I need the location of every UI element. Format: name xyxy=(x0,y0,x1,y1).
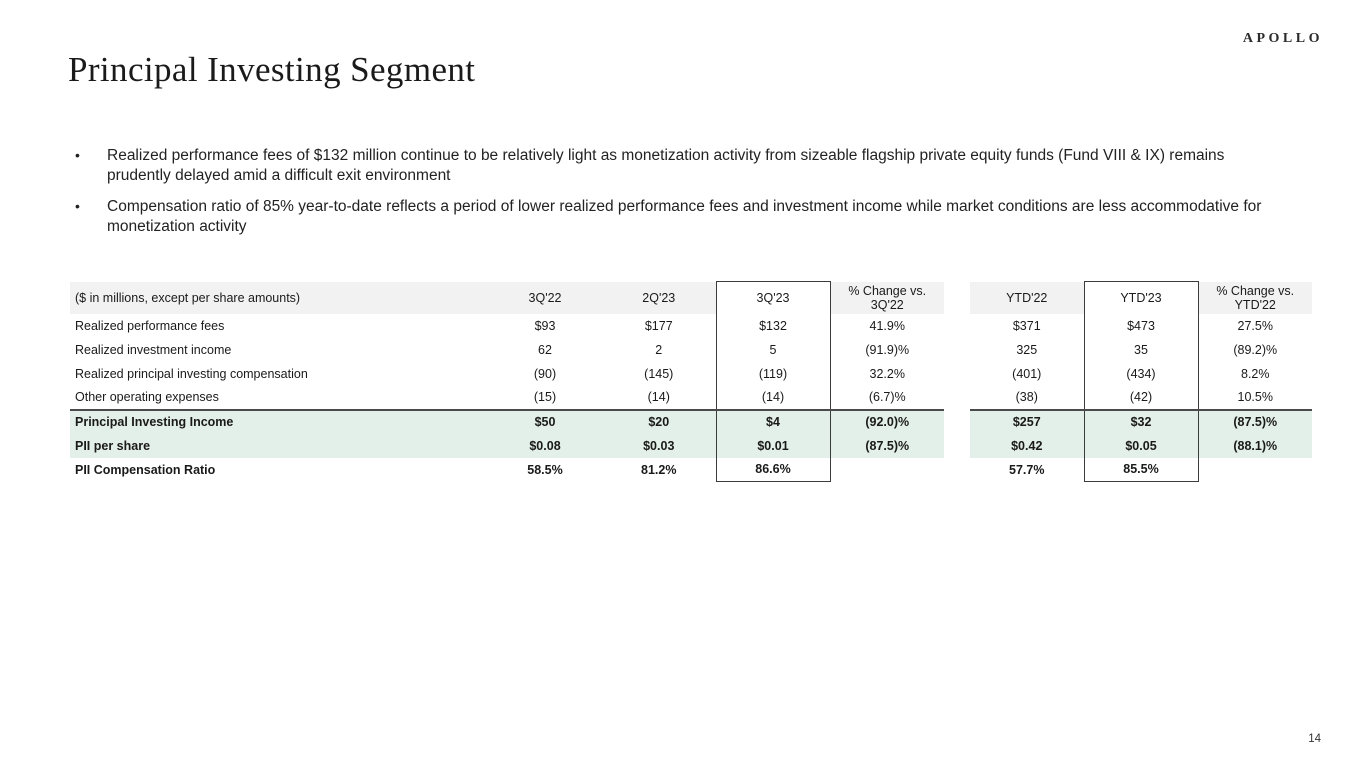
table-cell: (87.5)% xyxy=(830,433,944,458)
row-label: PII Compensation Ratio xyxy=(75,462,216,477)
row-label: PII per share xyxy=(70,433,488,458)
col-header-ytd23: YTD'23 xyxy=(1083,281,1199,314)
bullet-item: • Realized performance fees of $132 mill… xyxy=(75,146,1287,185)
table-cell: 58.5% xyxy=(527,462,563,477)
table-cell: (6.7)% xyxy=(868,390,906,404)
table-cell: 85.5% xyxy=(1083,457,1199,482)
row-label: Realized investment income xyxy=(75,342,232,357)
col-header-2q23: 2Q'23 xyxy=(602,281,716,314)
bullet-text: Realized performance fees of $132 millio… xyxy=(107,147,1225,184)
column-gap xyxy=(944,458,970,482)
table-cell: $0.08 xyxy=(488,433,602,458)
bullet-dot-icon: • xyxy=(75,147,80,163)
table-cell: (401) xyxy=(1012,366,1042,381)
column-gap xyxy=(944,281,970,314)
row-label: Other operating expenses xyxy=(75,390,219,404)
col-header-pct-change-ytd: % Change vs. YTD'22 xyxy=(1198,281,1312,314)
table-cell: $32 xyxy=(1083,408,1199,434)
table-cell: (14) xyxy=(647,390,670,404)
table-cell: 325 xyxy=(1016,342,1038,357)
column-gap xyxy=(944,409,970,434)
table-cell: $93 xyxy=(534,318,556,333)
table-cell: (89.2)% xyxy=(1233,342,1278,357)
col-header-pct-change-q: % Change vs. 3Q'22 xyxy=(830,281,944,314)
table-cell: (434) xyxy=(1083,361,1199,386)
financials-table: ($ in millions, except per share amounts… xyxy=(70,281,1312,482)
table-cell: 86.6% xyxy=(715,457,831,482)
table-cell: $473 xyxy=(1083,313,1199,338)
table-row: Other operating expenses (15) (14) (14) … xyxy=(70,385,1312,410)
table-cell: 8.2% xyxy=(1241,366,1270,381)
table-cell xyxy=(830,458,944,482)
table-cell: (38) xyxy=(1015,390,1038,404)
col-header-ytd22: YTD'22 xyxy=(970,281,1084,314)
table-cell: (42) xyxy=(1083,385,1199,410)
table-cell: 62 xyxy=(538,342,552,357)
table-cell: $257 xyxy=(970,408,1084,434)
apollo-logo: APOLLO xyxy=(1242,31,1323,46)
row-label: Realized principal investing compensatio… xyxy=(75,366,308,381)
table-cell: $50 xyxy=(488,408,602,434)
page-title: Principal Investing Segment xyxy=(68,50,476,89)
table-cell xyxy=(1198,458,1312,482)
table-cell: (92.0)% xyxy=(830,408,944,434)
col-header-3q23: 3Q'23 xyxy=(715,281,831,314)
table-row: Realized performance fees $93 $177 $132 … xyxy=(70,313,1312,338)
column-gap xyxy=(944,362,970,386)
row-label: Realized performance fees xyxy=(75,318,225,333)
table-cell: 2 xyxy=(655,342,663,357)
table-cell: (87.5)% xyxy=(1198,408,1312,434)
table-row-pii-compensation-ratio: PII Compensation Ratio 58.5% 81.2% 86.6%… xyxy=(70,457,1312,482)
table-cell: 27.5% xyxy=(1237,318,1273,333)
table-header-row: ($ in millions, except per share amounts… xyxy=(70,281,1312,314)
table-cell: (145) xyxy=(644,366,674,381)
table-cell: (88.1)% xyxy=(1198,433,1312,458)
column-gap xyxy=(944,314,970,338)
table-cell: 35 xyxy=(1083,337,1199,362)
table-cell: 10.5% xyxy=(1237,390,1273,404)
table-cell: (15) xyxy=(533,390,557,404)
bullet-list: • Realized performance fees of $132 mill… xyxy=(75,146,1287,248)
table-row: Realized principal investing compensatio… xyxy=(70,361,1312,386)
table-cell: 32.2% xyxy=(869,366,905,381)
table-cell: 41.9% xyxy=(869,318,905,333)
table-cell: $20 xyxy=(602,408,716,434)
table-cell: $4 xyxy=(715,408,831,434)
table-cell: $0.03 xyxy=(602,433,716,458)
bullet-item: • Compensation ratio of 85% year-to-date… xyxy=(75,197,1287,236)
column-gap xyxy=(944,433,970,458)
table-row-principal-investing-income: Principal Investing Income $50 $20 $4 (9… xyxy=(70,408,1312,434)
table-cell: (91.9)% xyxy=(865,342,910,357)
table-cell: 57.7% xyxy=(1009,462,1045,477)
table-cell: $0.05 xyxy=(1083,433,1199,458)
col-header-3q22: 3Q'22 xyxy=(488,281,602,314)
column-gap xyxy=(944,338,970,362)
table-units-label: ($ in millions, except per share amounts… xyxy=(70,281,488,314)
bullet-dot-icon: • xyxy=(75,198,80,214)
table-row: Realized investment income 62 2 5 (91.9)… xyxy=(70,337,1312,362)
row-label: Principal Investing Income xyxy=(70,408,488,434)
page-number: 14 xyxy=(1308,733,1321,745)
bullet-text: Compensation ratio of 85% year-to-date r… xyxy=(107,198,1262,235)
table-cell: $177 xyxy=(644,318,673,333)
table-cell: (14) xyxy=(715,385,831,410)
table-cell: 81.2% xyxy=(641,462,677,477)
table-cell: $371 xyxy=(1012,318,1041,333)
table-cell: $0.01 xyxy=(715,433,831,458)
table-cell: (90) xyxy=(533,366,557,381)
table-cell: $0.42 xyxy=(970,433,1084,458)
column-gap xyxy=(944,386,970,410)
table-row-pii-per-share: PII per share $0.08 $0.03 $0.01 (87.5)% … xyxy=(70,433,1312,458)
table-cell: 5 xyxy=(715,337,831,362)
table-cell: $132 xyxy=(715,313,831,338)
table-cell: (119) xyxy=(715,361,831,386)
